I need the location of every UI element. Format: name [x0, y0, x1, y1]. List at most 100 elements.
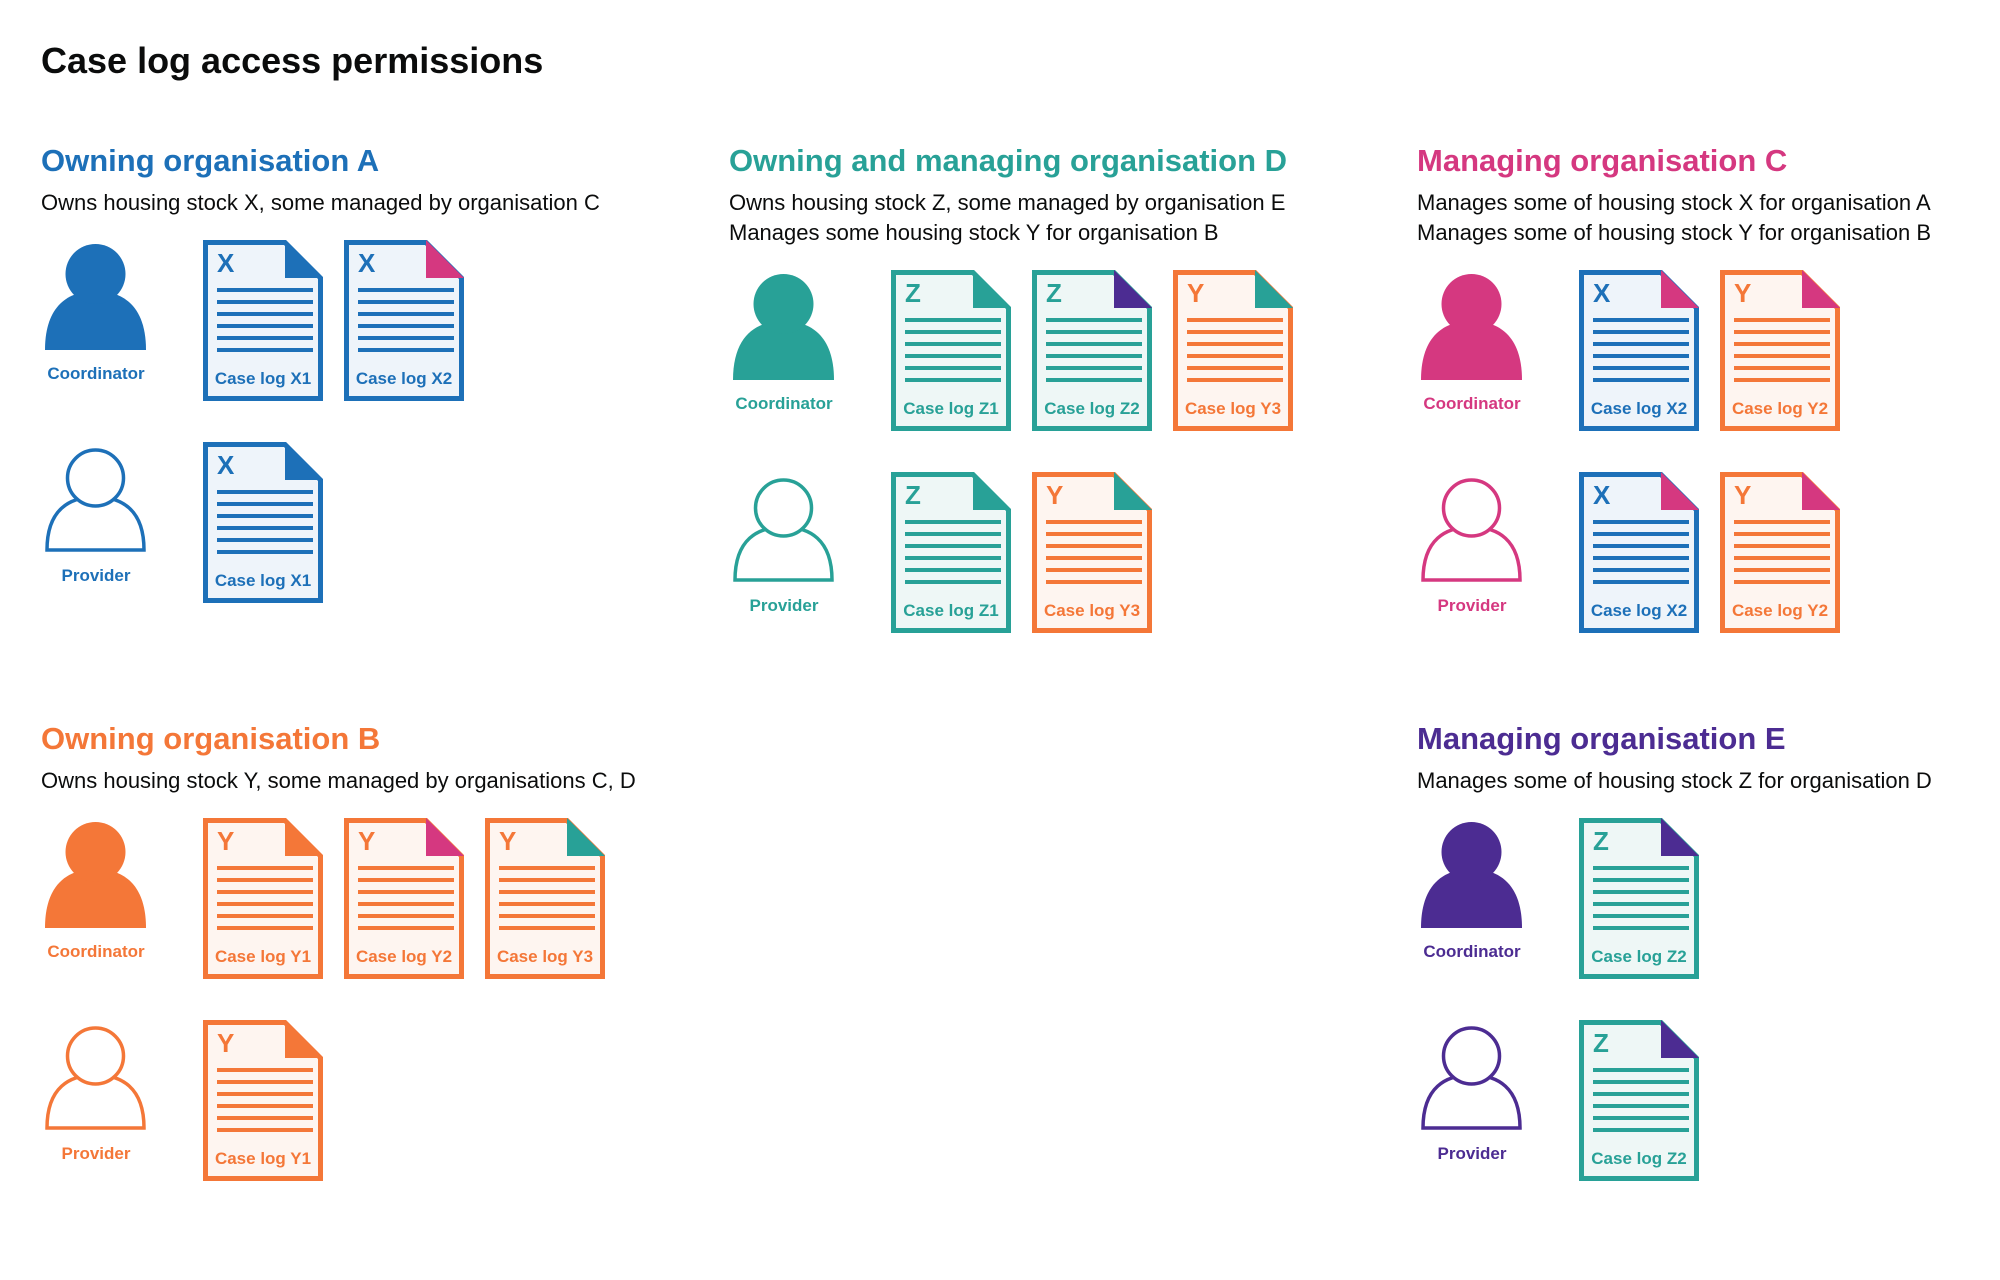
document-icon [891, 472, 1011, 633]
person-outline-icon [1421, 478, 1522, 582]
housing-stock-letter: X [1593, 278, 1611, 308]
section-description: Owns housing stock X, some managed by or… [41, 188, 661, 218]
case-log-document[interactable]: Z Case log Z2 [1579, 1020, 1699, 1181]
case-log-document[interactable]: X Case log X1 [203, 240, 323, 401]
document-icon [203, 442, 323, 603]
document-corner-fold [285, 442, 323, 480]
role-row: Provider Y Case log Y1 [41, 1020, 661, 1222]
role-label: Provider [749, 596, 819, 615]
housing-stock-letter: Y [1187, 278, 1205, 308]
section-description: Manages some of housing stock Z for orga… [1417, 766, 2000, 796]
role-row: Coordinator Z Case log Z2 [1417, 818, 2000, 1020]
document-corner-fold [1114, 270, 1152, 308]
housing-stock-letter: Y [499, 826, 517, 856]
document-icon [203, 240, 323, 401]
case-log-label: Case log Z2 [1591, 947, 1687, 966]
case-log-label: Case log Y2 [355, 947, 453, 966]
case-log-document[interactable]: Y Case log Y1 [203, 1020, 323, 1181]
case-log-label: Case log Z2 [1591, 1149, 1687, 1168]
document-icon [1579, 270, 1699, 431]
document-corner-fold [1661, 1020, 1699, 1058]
case-log-document[interactable]: X Case log X2 [1579, 270, 1699, 431]
section-title: Owning and managing organisation D [729, 143, 1288, 178]
document-icon [1579, 818, 1699, 979]
role-label: Provider [1437, 1144, 1507, 1163]
housing-stock-letter: Y [1046, 480, 1064, 510]
description-line: Owns housing stock Z, some managed by or… [729, 190, 1286, 215]
document-corner-fold [973, 270, 1011, 308]
role-label: Coordinator [1423, 942, 1521, 961]
document-corner-fold [285, 818, 323, 856]
document-icon [1032, 270, 1152, 431]
case-log-label: Case log X2 [1590, 399, 1688, 418]
case-log-label: Case log Z1 [903, 601, 999, 620]
section-title: Managing organisation E [1417, 721, 1786, 756]
housing-stock-letter: X [217, 248, 235, 278]
case-log-label: Case log Y3 [1184, 399, 1282, 418]
housing-stock-letter: Z [1593, 826, 1609, 856]
housing-stock-letter: Z [1593, 1028, 1609, 1058]
document-icon [1720, 472, 1840, 633]
section-description: Owns housing stock Y, some managed by or… [41, 766, 661, 796]
document-corner-fold [1255, 270, 1293, 308]
case-log-label: Case log Y2 [1731, 601, 1829, 620]
case-log-document[interactable]: Z Case log Z1 [891, 270, 1011, 431]
housing-stock-letter: X [358, 248, 376, 278]
case-log-document[interactable]: Z Case log Z2 [1579, 818, 1699, 979]
housing-stock-letter: X [217, 450, 235, 480]
case-log-label: Case log X2 [1590, 601, 1688, 620]
document-corner-fold [1802, 270, 1840, 308]
document-icon [485, 818, 605, 979]
role-label: Coordinator [1423, 394, 1521, 413]
housing-stock-letter: Y [217, 826, 235, 856]
section-owning-org-b: Owning organisation B Owns housing stock … [41, 718, 661, 1222]
description-line: Manages some of housing stock Z for orga… [1417, 768, 1932, 793]
document-corner-fold [1661, 472, 1699, 510]
document-corner-fold [1802, 472, 1840, 510]
person-filled-icon [45, 822, 146, 928]
person-filled-icon [1421, 274, 1522, 380]
section-title: Owning organisation A [41, 143, 380, 178]
housing-stock-letter: Y [1734, 278, 1752, 308]
case-log-document[interactable]: Y Case log Y2 [1720, 472, 1840, 633]
description-line: Manages some housing stock Y for organis… [729, 220, 1219, 245]
case-log-label: Case log X1 [214, 369, 312, 388]
case-log-document[interactable]: X Case log X2 [344, 240, 464, 401]
document-icon [203, 1020, 323, 1181]
document-icon [1032, 472, 1152, 633]
document-corner-fold [567, 818, 605, 856]
section-managing-org-e: Managing organisation E Manages some of h… [1417, 718, 2000, 1222]
role-row: Provider X Case log X1 [41, 442, 661, 644]
case-log-document[interactable]: Z Case log Z2 [1032, 270, 1152, 431]
case-log-label: Case log Y1 [214, 947, 312, 966]
role-label: Provider [1437, 596, 1507, 615]
housing-stock-letter: X [1593, 480, 1611, 510]
person-outline-icon [45, 1026, 146, 1130]
case-log-document[interactable]: Y Case log Y2 [344, 818, 464, 979]
case-log-document[interactable]: Z Case log Z1 [891, 472, 1011, 633]
housing-stock-letter: Y [217, 1028, 235, 1058]
role-row: Provider X Case log X2 Y Case log Y2 [1417, 472, 2000, 674]
document-corner-fold [285, 1020, 323, 1058]
section-owning-managing-org-d: Owning and managing organisation D Owns h… [729, 140, 1349, 674]
document-corner-fold [285, 240, 323, 278]
case-log-document[interactable]: Y Case log Y1 [203, 818, 323, 979]
housing-stock-letter: Y [1734, 480, 1752, 510]
document-icon [1579, 472, 1699, 633]
role-row: Coordinator X Case log X2 Y Case log Y2 [1417, 270, 2000, 472]
case-log-document[interactable]: Y Case log Y3 [485, 818, 605, 979]
person-filled-icon [1421, 822, 1522, 928]
role-label: Coordinator [735, 394, 833, 413]
section-owning-org-a: Owning organisation A Owns housing stock … [41, 140, 661, 644]
case-log-document[interactable]: Y Case log Y2 [1720, 270, 1840, 431]
case-log-document[interactable]: X Case log X2 [1579, 472, 1699, 633]
document-icon [1579, 1020, 1699, 1181]
case-log-label: Case log Z1 [903, 399, 999, 418]
case-log-label: Case log Y1 [214, 1149, 312, 1168]
document-icon [1720, 270, 1840, 431]
case-log-document[interactable]: Y Case log Y3 [1032, 472, 1152, 633]
person-filled-icon [733, 274, 834, 380]
case-log-document[interactable]: X Case log X1 [203, 442, 323, 603]
section-title: Managing organisation C [1417, 143, 1788, 178]
case-log-document[interactable]: Y Case log Y3 [1173, 270, 1293, 431]
